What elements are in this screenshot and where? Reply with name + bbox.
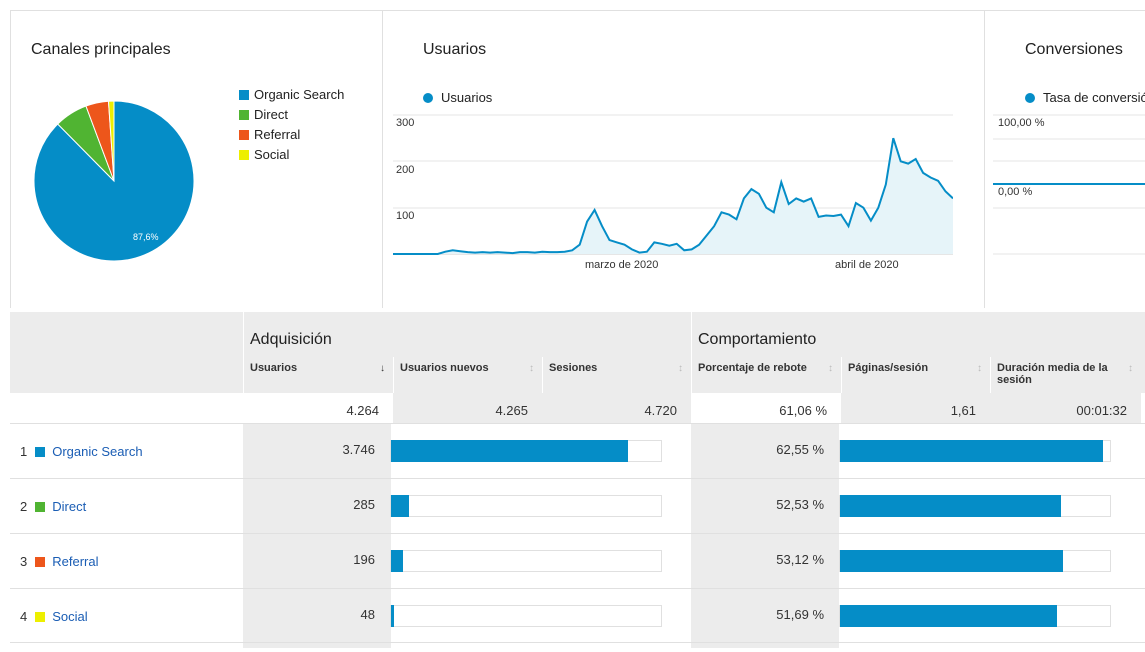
panel-title: Canales principales [31, 41, 171, 58]
total-avg-duration: 00:01:32 [1076, 403, 1127, 418]
bounce-value: 51,69 % [776, 607, 824, 622]
panel-title: Conversiones [1025, 41, 1123, 58]
total-pages-session: 1,61 [950, 403, 976, 418]
row-link-social[interactable]: Social [52, 609, 88, 624]
channels-table: Adquisición Comportamiento Usuarios ↓ Usu… [10, 312, 1145, 648]
top-channels-panel: Canales principales 87,6% Organic Search… [10, 10, 383, 308]
table-row: 3 Referral 196 53,12 % [10, 533, 1145, 588]
column-header-pages-session[interactable]: Páginas/sesión ↕ [841, 357, 990, 393]
table-row: 4 Social 48 51,69 % [10, 588, 1145, 643]
users-bar-track [390, 605, 662, 627]
users-bar [391, 440, 629, 462]
users-value: 3.746 [342, 442, 375, 457]
y-tick: 100 [396, 210, 415, 222]
pie-data-label: 87,6% [133, 232, 159, 242]
users-bar [391, 550, 404, 572]
bounce-bar-track [839, 605, 1111, 627]
acquisition-group-header: Adquisición [243, 312, 691, 357]
behavior-group-header: Comportamiento [691, 312, 1141, 357]
sort-icon: ↕ [977, 363, 982, 374]
sort-down-icon: ↓ [380, 363, 385, 374]
users-area-chart [393, 114, 953, 255]
legend-item-referral[interactable]: Referral [239, 127, 300, 142]
bounce-bar [840, 605, 1058, 627]
users-bar-track [390, 440, 662, 462]
legend-item-usuarios[interactable]: Usuarios [423, 90, 492, 105]
y-tick: 200 [396, 164, 415, 176]
users-value: 48 [360, 607, 375, 622]
conversions-panel: Conversiones Tasa de conversión 100,00 %… [985, 10, 1145, 308]
sort-icon: ↕ [1128, 363, 1133, 374]
legend-item-social[interactable]: Social [239, 147, 289, 162]
x-tick: marzo de 2020 [585, 259, 659, 271]
color-swatch-icon [35, 501, 46, 512]
y-tick: 100,00 % [998, 117, 1045, 129]
table-row: 2 Direct 285 52,53 % [10, 478, 1145, 533]
users-area-fill [393, 138, 953, 254]
bounce-bar-track [839, 440, 1111, 462]
x-tick: abril de 2020 [835, 259, 899, 271]
legend-item-organic-search[interactable]: Organic Search [239, 87, 344, 102]
users-series-line [393, 137, 953, 255]
column-header-bounce-rate[interactable]: Porcentaje de rebote ↕ [691, 357, 841, 393]
pie-slice-social [107, 100, 115, 182]
bounce-bar-track [839, 550, 1111, 572]
bounce-bar [840, 440, 1104, 462]
conversions-line-chart [993, 114, 1145, 255]
total-sessions: 4.720 [644, 403, 677, 418]
column-header-new-users[interactable]: Usuarios nuevos ↕ [393, 357, 542, 393]
users-value: 285 [353, 497, 375, 512]
y-tick: 0,00 % [998, 186, 1033, 198]
sort-icon: ↕ [678, 363, 683, 374]
sort-icon: ↕ [828, 363, 833, 374]
users-bar [391, 495, 410, 517]
panel-title: Usuarios [423, 41, 487, 58]
row-link-organic-search[interactable]: Organic Search [52, 444, 143, 459]
bounce-bar [840, 495, 1061, 517]
total-new-users: 4.265 [495, 403, 528, 418]
bounce-value: 52,53 % [776, 497, 824, 512]
total-bounce-rate: 61,06 % [779, 403, 827, 418]
bounce-value: 62,55 % [776, 442, 824, 457]
users-bar-track [390, 495, 662, 517]
row-link-direct[interactable]: Direct [52, 499, 87, 514]
users-bar-track [390, 550, 662, 572]
column-header-avg-duration[interactable]: Duración media de la sesión ↕ [990, 357, 1141, 393]
color-swatch-icon [35, 446, 46, 457]
sort-icon: ↕ [529, 363, 534, 374]
color-swatch-icon [35, 611, 46, 622]
users-value: 196 [353, 552, 375, 567]
users-column-bg [243, 423, 391, 648]
legend-item-conversion-rate[interactable]: Tasa de conversión [1025, 90, 1145, 105]
users-panel: Usuarios Usuarios 300 200 100 marzo de 2… [383, 10, 985, 308]
table-row: 1 Organic Search 3.746 62,55 % [10, 423, 1145, 478]
total-users: 4.264 [346, 403, 379, 418]
color-swatch-icon [35, 556, 46, 567]
column-header-sessions[interactable]: Sesiones ↕ [542, 357, 691, 393]
channels-pie-chart: 87,6% [33, 100, 195, 262]
column-header-users[interactable]: Usuarios ↓ [243, 357, 393, 393]
bounce-column-bg [691, 423, 839, 648]
row-link-referral[interactable]: Referral [52, 554, 99, 569]
legend-item-direct[interactable]: Direct [239, 107, 288, 122]
bounce-value: 53,12 % [776, 552, 824, 567]
table-header-bg [10, 312, 1145, 393]
users-bar [391, 605, 394, 627]
bounce-bar [840, 550, 1064, 572]
y-tick: 300 [396, 117, 415, 129]
bounce-bar-track [839, 495, 1111, 517]
